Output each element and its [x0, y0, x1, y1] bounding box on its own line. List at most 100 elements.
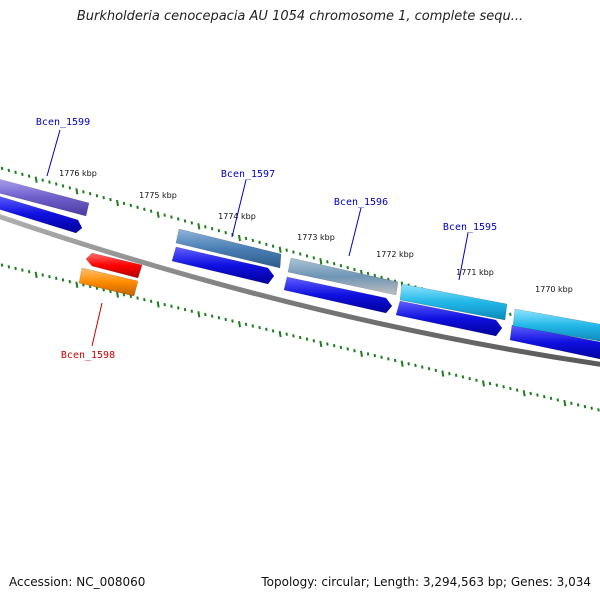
gene-arrow-cds [512, 308, 600, 342]
outer-tick-mark [82, 190, 85, 194]
outer-tick-mark [271, 244, 275, 248]
inner-tick-mark [143, 298, 146, 302]
inner-tick-mark [217, 316, 221, 320]
inner-tick-mark [427, 367, 431, 371]
tick-label: 1775 kbp [139, 191, 177, 200]
inner-tick-mark [590, 406, 593, 410]
gene-label[interactable]: Bcen_1599 [36, 117, 90, 128]
reverse-cds-arrow [85, 252, 143, 279]
outer-tick-mark [21, 172, 24, 176]
inner-tick-mark [55, 276, 58, 280]
inner-tick-mark [0, 263, 4, 267]
inner-tick-mark [34, 271, 38, 279]
inner-tick-mark [149, 299, 153, 303]
backbone-layer [0, 214, 600, 367]
accession-text: Accession: NC_008060 [9, 575, 146, 589]
inner-tick-mark [597, 408, 600, 412]
inner-tick-mark [312, 339, 316, 343]
outer-tick-mark [346, 265, 349, 270]
outer-tick-mark [122, 201, 126, 206]
outer-tick-mark [116, 199, 119, 207]
inner-tick-mark [27, 270, 31, 274]
gene-label[interactable]: Bcen_1597 [221, 169, 275, 180]
inner-tick-mark [271, 329, 275, 333]
outer-tick-mark [210, 227, 214, 231]
inner-tick-mark [529, 391, 532, 396]
inner-tick-mark [332, 344, 336, 348]
gene-arrow-bcen-1597 [175, 228, 282, 269]
sequence-title: Burkholderia cenocepacia AU 1054 chromos… [76, 9, 524, 24]
outer-tick-mark [251, 238, 255, 243]
outer-tick-mark [339, 264, 343, 268]
inner-tick-mark [583, 404, 587, 409]
gene-label-leader [348, 207, 362, 257]
gene-arrow-bcen-1599 [0, 179, 90, 217]
inner-tick-mark [353, 348, 356, 353]
gene-label[interactable]: Bcen_1598 [61, 350, 115, 361]
inner-tick-mark [543, 395, 546, 399]
outer-tick-mark [319, 258, 323, 265]
inner-tick-mark [400, 360, 404, 367]
inner-tick-mark [522, 390, 526, 397]
inner-tick-mark [102, 288, 105, 292]
inner-tick-mark [366, 352, 370, 356]
chromosome-backbone [0, 214, 600, 367]
inner-tick-mark [285, 332, 288, 336]
inner-tick-mark [373, 353, 377, 358]
inner-tick-mark [305, 337, 309, 341]
gene-label[interactable]: Bcen_1596 [334, 197, 388, 208]
gene-label-leader [91, 302, 103, 347]
inner-tick-mark [129, 294, 133, 299]
inner-tick-mark [441, 370, 445, 377]
outer-tick-mark [265, 242, 268, 246]
inner-tick-mark [41, 273, 44, 277]
inner-tick-mark [475, 378, 478, 382]
outer-tick-mark [129, 203, 133, 208]
outer-tick-mark [41, 178, 44, 182]
inner-tick-mark [292, 334, 295, 338]
inner-tick-mark [468, 376, 471, 381]
inner-tick-mark [346, 347, 349, 351]
outer-tick-mark [156, 211, 160, 218]
inner-tick-mark [190, 309, 194, 313]
inner-tick-mark [197, 311, 201, 318]
outer-tick-mark [61, 184, 65, 188]
inner-tick-mark [170, 304, 173, 308]
inner-tick-mark [136, 296, 139, 300]
cds-arrow [171, 246, 275, 285]
cds-arrow [509, 324, 600, 360]
inner-tick-mark [251, 324, 255, 328]
inner-tick-mark [536, 393, 539, 397]
inner-tick-mark [265, 327, 268, 331]
tick-label: 1776 kbp [59, 169, 97, 178]
inner-tick-mark [414, 363, 417, 368]
inner-tick-mark [448, 372, 451, 376]
outer-tick-mark [27, 174, 31, 178]
outer-tick-mark [183, 219, 187, 223]
outer-tick-mark [299, 252, 302, 256]
outer-tick-mark [88, 192, 92, 196]
outer-tick-mark [292, 250, 295, 254]
inner-tick-mark [244, 322, 248, 327]
inner-tick-mark [278, 330, 282, 338]
outer-tick-mark [75, 188, 79, 195]
inner-tick-mark [556, 398, 560, 402]
inner-tick-mark [48, 274, 51, 279]
gene-label[interactable]: Bcen_1595 [443, 222, 497, 233]
inner-tick-mark [61, 278, 65, 282]
outer-tick-mark [305, 254, 309, 258]
tick-label: 1772 kbp [376, 250, 414, 259]
gene-label-leader [458, 232, 469, 281]
outer-tick-mark [34, 176, 38, 183]
outer-tick-mark [102, 195, 105, 200]
outer-tick-mark [509, 312, 512, 316]
gene-label-leader [231, 179, 247, 238]
outer-tick-mark [380, 275, 383, 279]
inner-tick-mark [434, 368, 438, 373]
outer-tick-mark [55, 182, 58, 186]
inner-tick-mark [204, 312, 207, 317]
tick-label: 1770 kbp [535, 285, 573, 294]
outer-tick-mark [177, 217, 180, 221]
